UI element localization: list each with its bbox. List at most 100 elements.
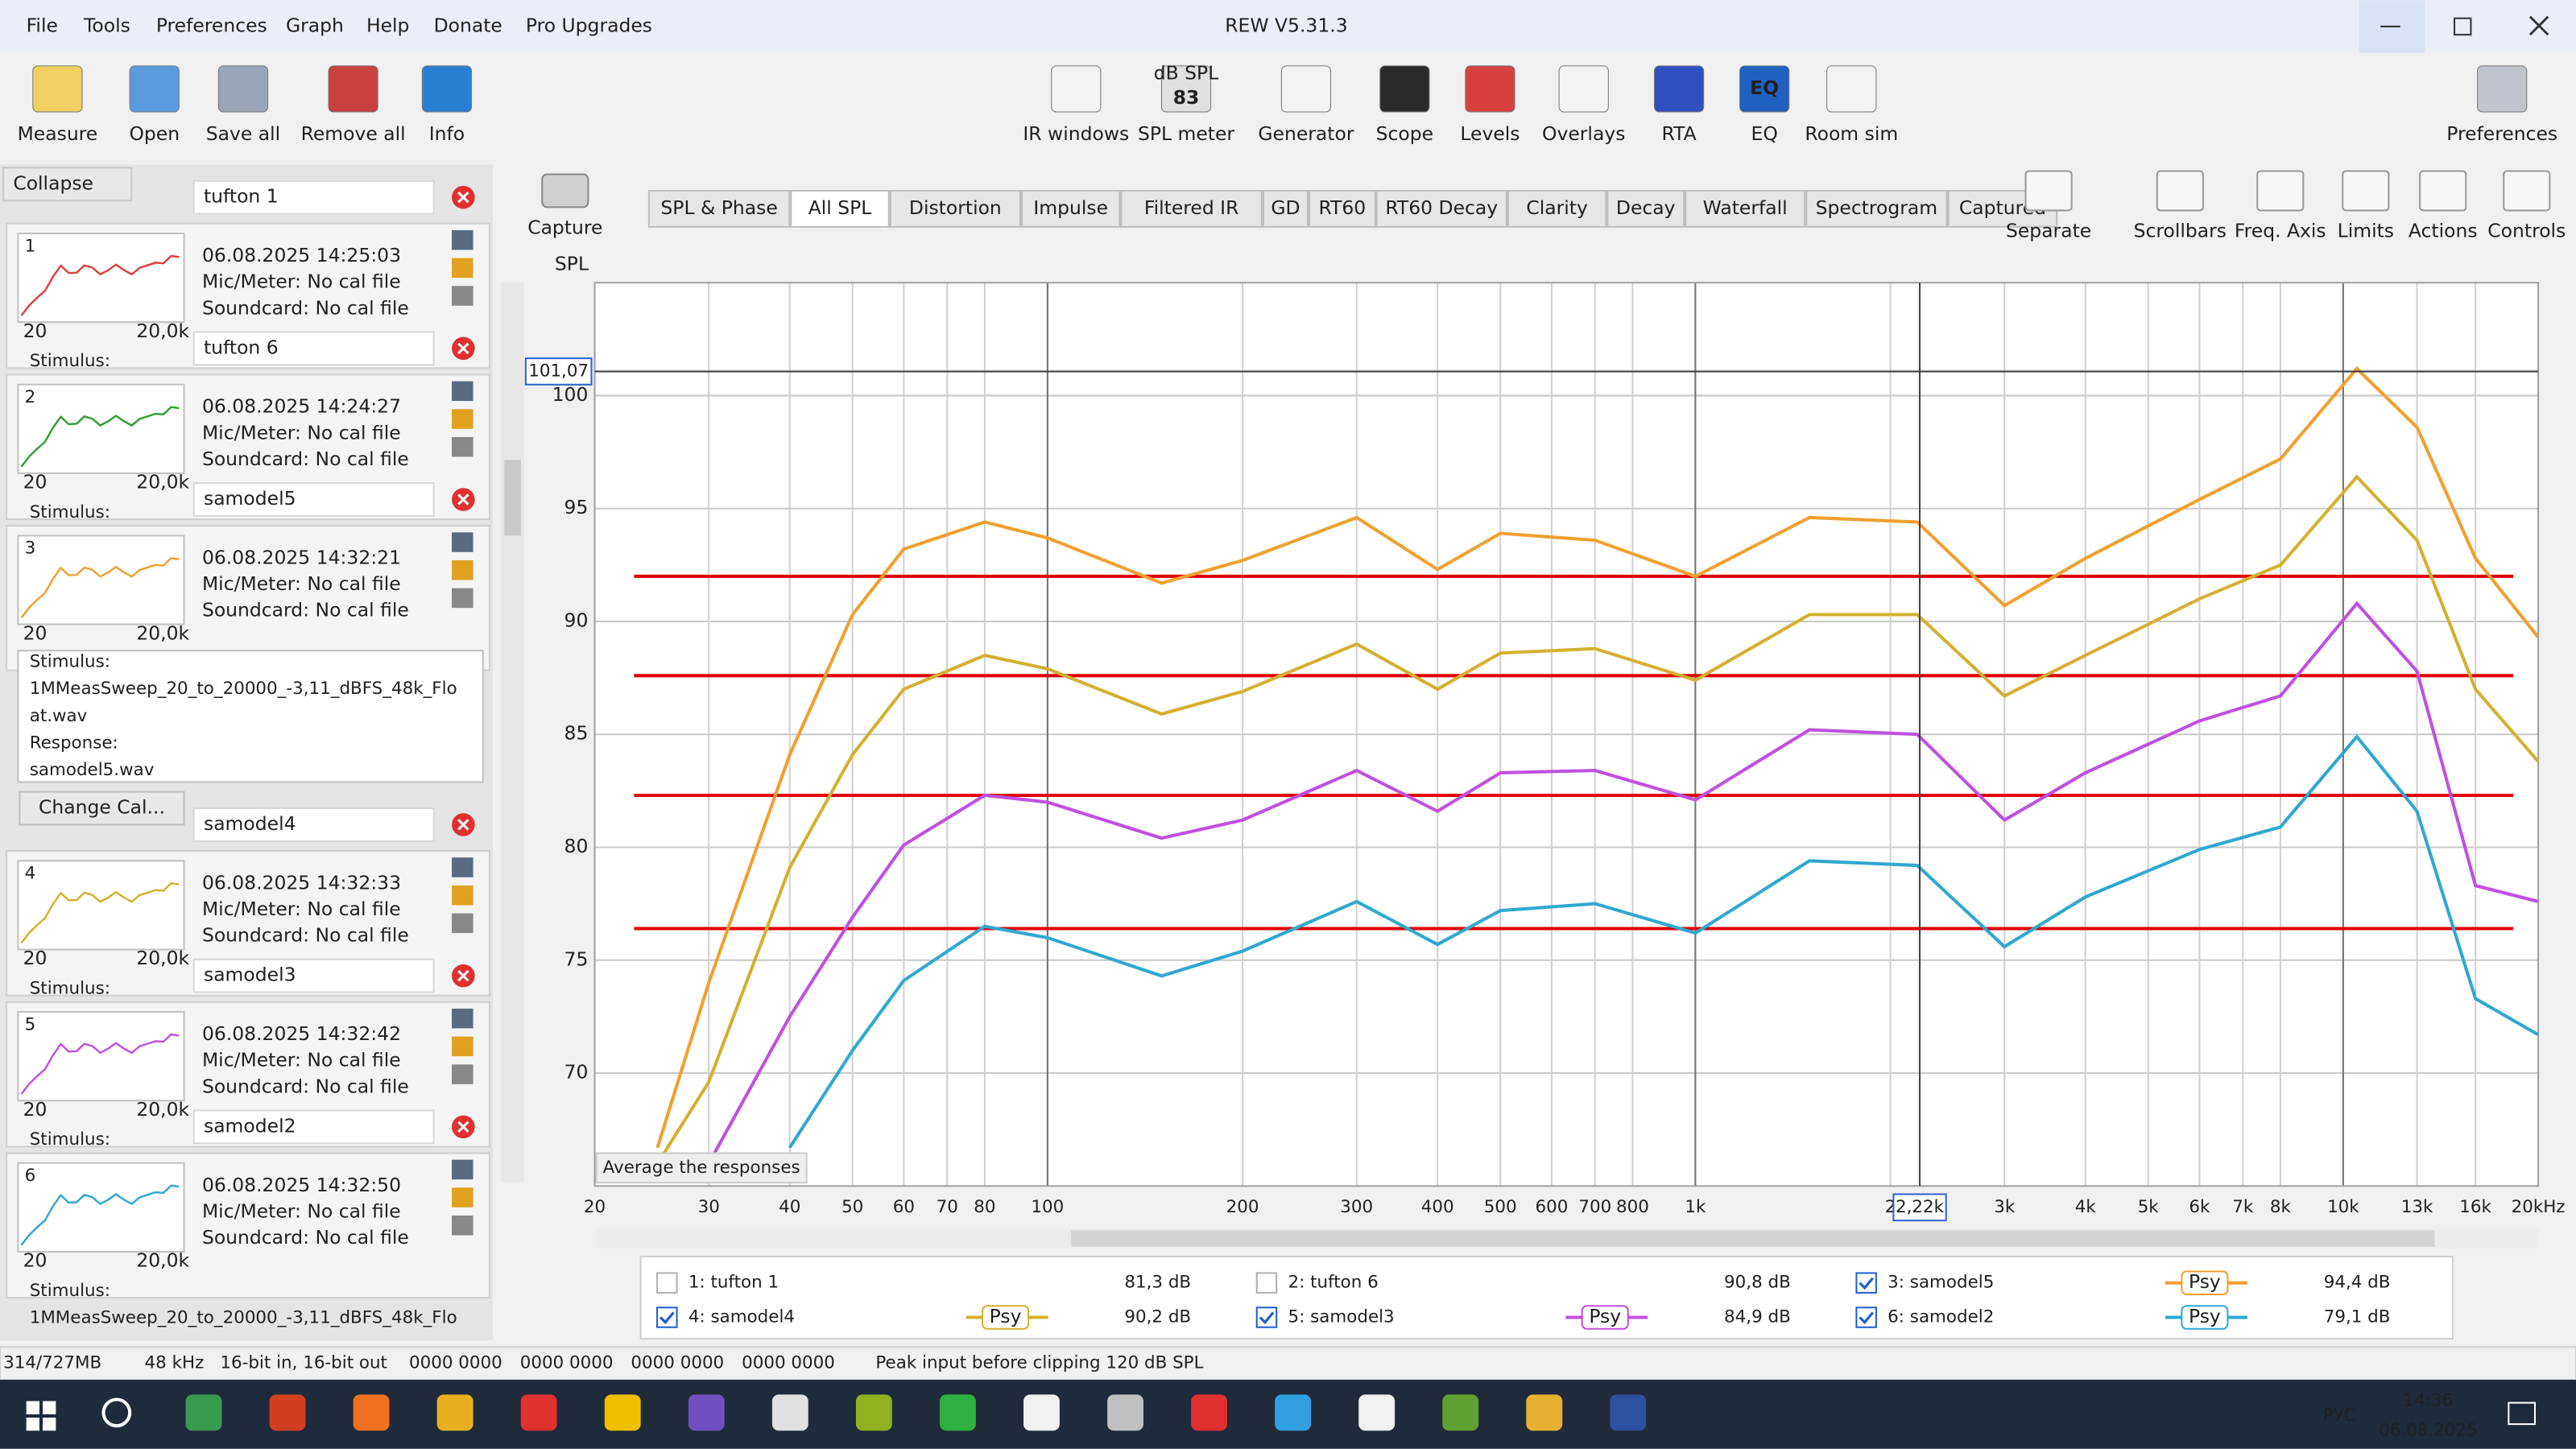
measurement-name[interactable]: tufton 1 [204, 185, 279, 208]
taskbar-app[interactable] [1191, 1394, 1228, 1431]
taskbar-app[interactable] [855, 1394, 892, 1431]
toolbar-icon[interactable] [1826, 65, 1877, 113]
measurement-action[interactable] [452, 1064, 473, 1084]
taskbar-app[interactable] [1107, 1394, 1143, 1431]
graph-tab[interactable] [1375, 189, 1507, 228]
toolbar-icon[interactable] [1653, 65, 1705, 113]
measurement-action[interactable] [452, 436, 473, 457]
graph-tab[interactable] [790, 189, 890, 228]
taskbar-app[interactable] [520, 1394, 557, 1431]
graph-tab-label[interactable]: Waterfall [1703, 196, 1788, 219]
taskbar-app[interactable] [269, 1394, 306, 1431]
capture-label[interactable]: Capture [527, 216, 602, 238]
taskbar-app[interactable] [1275, 1394, 1312, 1431]
measurement-action[interactable] [452, 588, 473, 609]
thumbnail[interactable] [17, 383, 185, 474]
graph-tab[interactable] [1020, 189, 1121, 228]
toolbar-label[interactable]: Room sim [1805, 122, 1898, 145]
psy-label[interactable]: Psy [2189, 1305, 2221, 1327]
measurement-name-box[interactable] [192, 958, 435, 993]
toolbar-label[interactable]: Measure [18, 122, 98, 145]
graph-tab-label[interactable]: GD [1271, 196, 1300, 219]
toolbar-icon[interactable] [1280, 65, 1332, 113]
graph-tab[interactable] [1805, 189, 1948, 228]
thumbnail[interactable] [17, 1011, 185, 1102]
graph-tab[interactable] [1262, 189, 1309, 228]
measurement-action[interactable] [452, 1008, 473, 1029]
measurement-action[interactable] [452, 1159, 473, 1180]
legend-checkbox[interactable] [656, 1272, 678, 1294]
toolbar-label[interactable]: EQ [1751, 122, 1778, 145]
measurement-action[interactable] [452, 258, 473, 279]
graph-button-label[interactable]: Separate [2006, 219, 2091, 242]
psy-label[interactable]: Psy [1589, 1305, 1621, 1327]
toolbar-icon[interactable] [1051, 65, 1102, 113]
legend-checkbox[interactable] [1255, 1272, 1278, 1294]
toolbar-label[interactable]: Save all [206, 122, 280, 145]
measurement-action[interactable] [452, 857, 473, 877]
legend-checkbox[interactable] [656, 1307, 678, 1328]
measurement-action[interactable] [452, 532, 473, 552]
toolbar-label[interactable]: RTA [1661, 122, 1696, 145]
taskbar-app[interactable] [353, 1394, 390, 1431]
taskbar-app[interactable] [1023, 1394, 1060, 1431]
start-button[interactable] [26, 1401, 56, 1431]
measurement-name-box[interactable] [192, 180, 435, 215]
horizontal-scrollbar-thumb[interactable] [1071, 1230, 2435, 1247]
graph-tab[interactable] [1685, 189, 1806, 228]
taskbar-app[interactable] [1442, 1394, 1479, 1431]
toolbar-label[interactable]: Remove all [301, 122, 406, 145]
legend-checkbox[interactable] [1855, 1307, 1877, 1328]
taskbar-app[interactable] [688, 1394, 725, 1431]
scrollbar-thumb[interactable] [504, 460, 521, 536]
search-button[interactable] [101, 1397, 132, 1428]
toolbar-label[interactable]: Scope [1376, 122, 1433, 145]
measurement-name-box[interactable] [192, 331, 435, 366]
graph-button-icon[interactable] [2156, 170, 2204, 212]
measurement-action[interactable] [452, 1187, 473, 1208]
close-button[interactable] [2528, 15, 2549, 36]
measurement-name[interactable]: tufton 6 [204, 336, 279, 358]
capture-icon[interactable] [541, 173, 589, 208]
toolbar-icon[interactable] [1379, 65, 1430, 113]
panel-scrollbar[interactable] [501, 283, 524, 1183]
measurement-action[interactable] [452, 885, 473, 906]
measurement-name[interactable]: samodel3 [204, 964, 296, 986]
taskbar-app[interactable] [1358, 1394, 1396, 1431]
taskbar-app[interactable] [604, 1394, 641, 1431]
taskbar-app[interactable] [1526, 1394, 1563, 1431]
toolbar-icon[interactable] [1160, 65, 1212, 113]
thumbnail[interactable] [17, 1162, 185, 1253]
change-cal-label[interactable]: Change Cal... [39, 796, 165, 819]
menu-item[interactable]: Preferences [156, 14, 267, 36]
measurement-action[interactable] [452, 409, 473, 429]
graph-button-icon[interactable] [2342, 170, 2390, 212]
toolbar-icon[interactable] [129, 65, 180, 113]
change-cal-button[interactable] [19, 791, 185, 826]
toolbar-icon[interactable] [1558, 65, 1609, 113]
toolbar-label[interactable]: IR windows [1023, 122, 1129, 145]
graph-tab-label[interactable]: RT60 Decay [1385, 196, 1498, 219]
menu-item[interactable]: Help [366, 14, 409, 36]
collapse-button[interactable] [2, 167, 133, 202]
menu-item[interactable]: Pro Upgrades [526, 14, 652, 36]
taskbar-app[interactable] [771, 1394, 808, 1431]
toolbar-icon[interactable] [1739, 65, 1790, 113]
menu-item[interactable]: File [27, 14, 58, 36]
collapse-label[interactable]: Collapse [13, 171, 93, 194]
psy-button[interactable] [2181, 1305, 2229, 1330]
graph-tab[interactable] [1606, 189, 1685, 228]
toolbar-label[interactable]: Open [129, 122, 180, 145]
taskbar-app[interactable] [185, 1394, 222, 1431]
measurement-action[interactable] [452, 286, 473, 306]
measurement-name-box[interactable] [192, 482, 435, 517]
graph-button-icon[interactable] [2419, 170, 2467, 212]
toolbar-icon[interactable] [328, 65, 378, 113]
graph-tab-label[interactable]: Impulse [1033, 196, 1108, 219]
legend-checkbox[interactable] [1855, 1272, 1877, 1294]
graph-tab-label[interactable]: Filtered IR [1144, 196, 1239, 219]
psy-button[interactable] [2181, 1270, 2229, 1295]
measurement-name-box[interactable] [192, 1109, 435, 1145]
graph-button-icon[interactable] [2256, 170, 2305, 212]
average-button-label[interactable]: Average the responses [603, 1158, 800, 1178]
